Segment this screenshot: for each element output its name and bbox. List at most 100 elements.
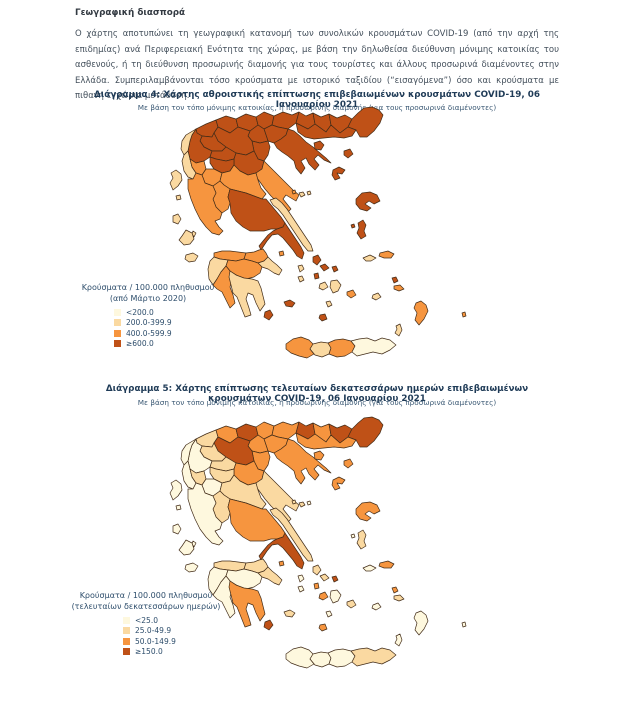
region-astypalaia: [371, 602, 382, 611]
legend-row: 400.0-599.9: [114, 328, 218, 339]
region-limnos: [331, 166, 346, 181]
region-paxoi: [175, 194, 182, 201]
region-chania: [285, 336, 315, 359]
region-mykonos: [331, 265, 339, 273]
region-laconia: [228, 580, 266, 628]
region-lesbos: [355, 501, 381, 522]
region-kythira: [263, 619, 274, 631]
region-naxos: [329, 589, 342, 604]
legend-swatch: [114, 319, 121, 327]
region-magnesia: [255, 470, 300, 524]
page-title: Γεωγραφική διασπορά: [75, 8, 186, 18]
region-paros: [318, 591, 329, 601]
legend-label: 25.0-49.9: [135, 626, 172, 636]
region-kythnos: [297, 275, 305, 283]
legend-title-line2: (τελευταίων δεκατεσσάρων ημερών): [71, 602, 221, 611]
figure1-subtitle: Με βάση τον τόπο μόνιμης κατοικίας, ή πρ…: [137, 103, 497, 112]
legend-row: <25.0: [123, 615, 226, 626]
region-syros: [313, 582, 320, 590]
region-mykonos: [331, 575, 339, 583]
region-ios: [325, 610, 333, 618]
region-euboea: [269, 197, 314, 252]
region-kos: [393, 594, 405, 602]
legend-swatch: [114, 308, 121, 316]
region-tinos: [319, 573, 330, 582]
figure2-title: Διάγραμμα 5: Χάρτης επίπτωσης τελευταίων…: [105, 384, 529, 404]
region-rhodes: [413, 300, 429, 326]
legend-swatch: [123, 637, 130, 645]
region-euboea: [269, 507, 314, 562]
region-magnesia: [255, 160, 300, 214]
region-andros: [312, 564, 322, 576]
region-amorgos: [346, 599, 357, 609]
legend-items: <25.0 25.0-49.9 50.0-149.9 ≥150.0: [66, 615, 226, 657]
figure2-subtitle: Με βάση τον τόπο μόνιμης κατοικίας, ή πρ…: [137, 398, 497, 407]
region-amorgos: [346, 289, 357, 299]
legend-14day: Κρούσματα / 100.000 πληθυσμού (τελευταίω…: [66, 590, 226, 657]
region-alonissos: [306, 190, 312, 196]
region-milos: [283, 299, 296, 308]
region-aitoloakarnania: [187, 482, 224, 546]
region-lesbos: [355, 191, 381, 212]
region-psara: [350, 533, 356, 539]
region-lefkada: [172, 213, 182, 225]
region-kea: [297, 264, 305, 273]
region-aegina: [278, 560, 285, 567]
region-argolida: [257, 566, 283, 586]
region-kalymnos: [391, 586, 399, 594]
region-kythnos: [297, 585, 305, 593]
region-limnos: [331, 476, 346, 491]
region-kefalonia: [178, 539, 195, 556]
region-skiathos: [291, 499, 297, 505]
region-samos: [378, 250, 395, 259]
legend-title-line1: Κρούσματα / 100.000 πληθυσμού: [79, 591, 213, 600]
region-rhodes: [413, 610, 429, 636]
legend-row: 200.0-399.9: [114, 318, 218, 329]
legend-swatch: [123, 627, 130, 635]
region-lasithi: [350, 647, 397, 667]
map-cumulative-incidence: [169, 106, 467, 359]
legend-swatch: [114, 340, 121, 348]
legend-row: ≥150.0: [123, 647, 226, 658]
region-paros: [318, 281, 329, 291]
region-ios: [325, 300, 333, 308]
legend-label: <25.0: [135, 615, 158, 625]
region-santorini: [318, 313, 328, 322]
region-karpathos: [394, 633, 403, 647]
region-laconia: [228, 270, 266, 318]
region-lefkada: [172, 523, 182, 535]
legend-cumulative: Κρούσματα / 100.000 πληθυσμού (από Μάρτι…: [78, 282, 218, 349]
region-karpathos: [394, 323, 403, 337]
region-thasos: [313, 450, 325, 461]
legend-label: <200.0: [126, 307, 154, 317]
region-chalkidiki: [273, 438, 332, 485]
legend-label: 50.0-149.9: [135, 636, 176, 646]
legend-swatch: [114, 329, 121, 337]
legend-row: ≥600.0: [114, 339, 218, 350]
figure1-title: Διάγραμμα 4: Χάρτης αθροιστικής επίπτωση…: [93, 90, 541, 110]
region-skopelos: [298, 191, 306, 198]
region-kastellorizo: [461, 621, 467, 628]
region-chios: [356, 219, 367, 240]
region-alonissos: [306, 500, 312, 506]
region-milos: [283, 609, 296, 618]
region-aitoloakarnania: [187, 172, 224, 236]
legend-row: 50.0-149.9: [123, 636, 226, 647]
legend-title-line2: (από Μάρτιο 2020): [109, 294, 187, 303]
region-ikaria: [362, 254, 377, 262]
region-samos: [378, 560, 395, 569]
region-heraklion: [327, 338, 356, 358]
intro-paragraph: Ο χάρτης αποτυπώνει τη γεωγραφική κατανο…: [75, 29, 559, 102]
region-astypalaia: [371, 292, 382, 301]
map-14day-incidence: [169, 416, 467, 669]
legend-swatch: [123, 648, 130, 656]
region-naxos: [329, 279, 342, 294]
region-kos: [393, 284, 405, 292]
region-heraklion: [327, 648, 356, 668]
region-santorini: [318, 623, 328, 632]
region-ikaria: [362, 564, 377, 572]
region-corfu: [169, 479, 183, 501]
region-chios: [356, 529, 367, 550]
legend-swatch: [123, 616, 130, 624]
